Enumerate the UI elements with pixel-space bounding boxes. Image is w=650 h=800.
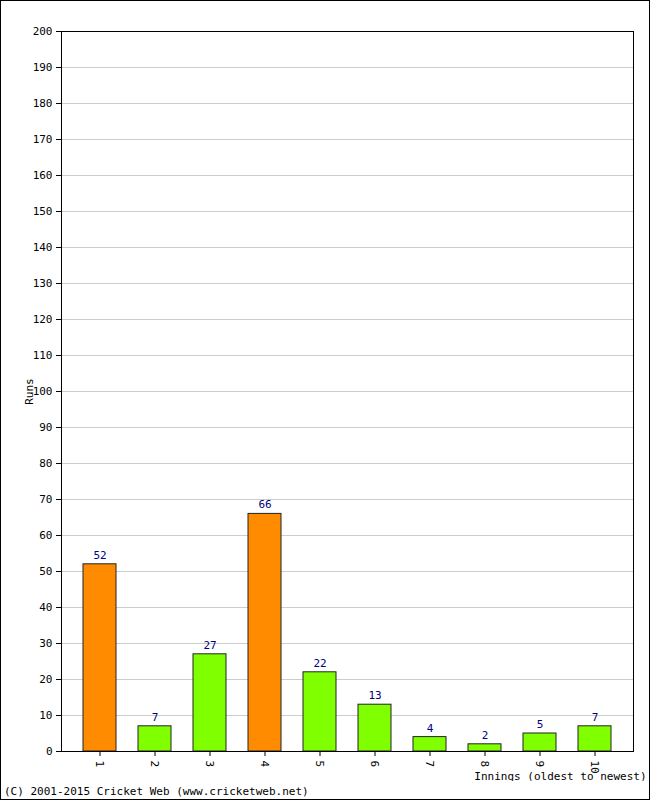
svg-text:70: 70 xyxy=(39,493,52,506)
svg-text:170: 170 xyxy=(33,133,53,146)
svg-text:90: 90 xyxy=(39,421,52,434)
svg-text:110: 110 xyxy=(33,349,53,362)
svg-text:30: 30 xyxy=(39,637,52,650)
svg-text:200: 200 xyxy=(33,25,53,38)
svg-text:10: 10 xyxy=(588,760,602,774)
svg-text:60: 60 xyxy=(39,529,52,542)
svg-text:5: 5 xyxy=(313,761,326,768)
svg-text:140: 140 xyxy=(33,241,53,254)
svg-text:50: 50 xyxy=(39,565,52,578)
svg-text:2: 2 xyxy=(148,761,161,768)
svg-text:7: 7 xyxy=(152,711,159,724)
svg-text:9: 9 xyxy=(533,761,546,768)
svg-text:22: 22 xyxy=(313,657,326,670)
svg-text:0: 0 xyxy=(46,745,53,758)
svg-text:27: 27 xyxy=(203,639,216,652)
svg-text:120: 120 xyxy=(33,313,53,326)
svg-text:130: 130 xyxy=(33,277,53,290)
html-text:(C) 2001-2015 Cricket Web (www: (C) 2001-2015 Cricket Web (www.cricketwe… xyxy=(4,785,309,798)
svg-text:40: 40 xyxy=(39,601,52,614)
svg-text:66: 66 xyxy=(258,498,271,511)
svg-text:10: 10 xyxy=(39,709,52,722)
svg-text:1: 1 xyxy=(93,761,106,768)
svg-text:4: 4 xyxy=(258,761,271,768)
svg-text:80: 80 xyxy=(39,457,52,470)
svg-text:7: 7 xyxy=(592,711,599,724)
svg-text:5: 5 xyxy=(537,718,544,731)
svg-text:52: 52 xyxy=(93,549,106,562)
svg-text:4: 4 xyxy=(427,722,434,735)
svg-text:160: 160 xyxy=(33,169,53,182)
svg-text:Runs: Runs xyxy=(23,378,36,405)
svg-text:190: 190 xyxy=(33,61,53,74)
svg-text:180: 180 xyxy=(33,97,53,110)
svg-text:8: 8 xyxy=(478,761,491,768)
svg-text:7: 7 xyxy=(423,761,436,768)
svg-text:3: 3 xyxy=(203,761,216,768)
svg-text:Innings (oldest to newest): Innings (oldest to newest) xyxy=(474,770,646,782)
svg-text:150: 150 xyxy=(33,205,53,218)
svg-text:20: 20 xyxy=(39,673,52,686)
svg-text:2: 2 xyxy=(482,729,489,742)
svg-text:100: 100 xyxy=(32,385,53,398)
svg-text:13: 13 xyxy=(368,689,381,702)
svg-text:6: 6 xyxy=(368,761,381,768)
